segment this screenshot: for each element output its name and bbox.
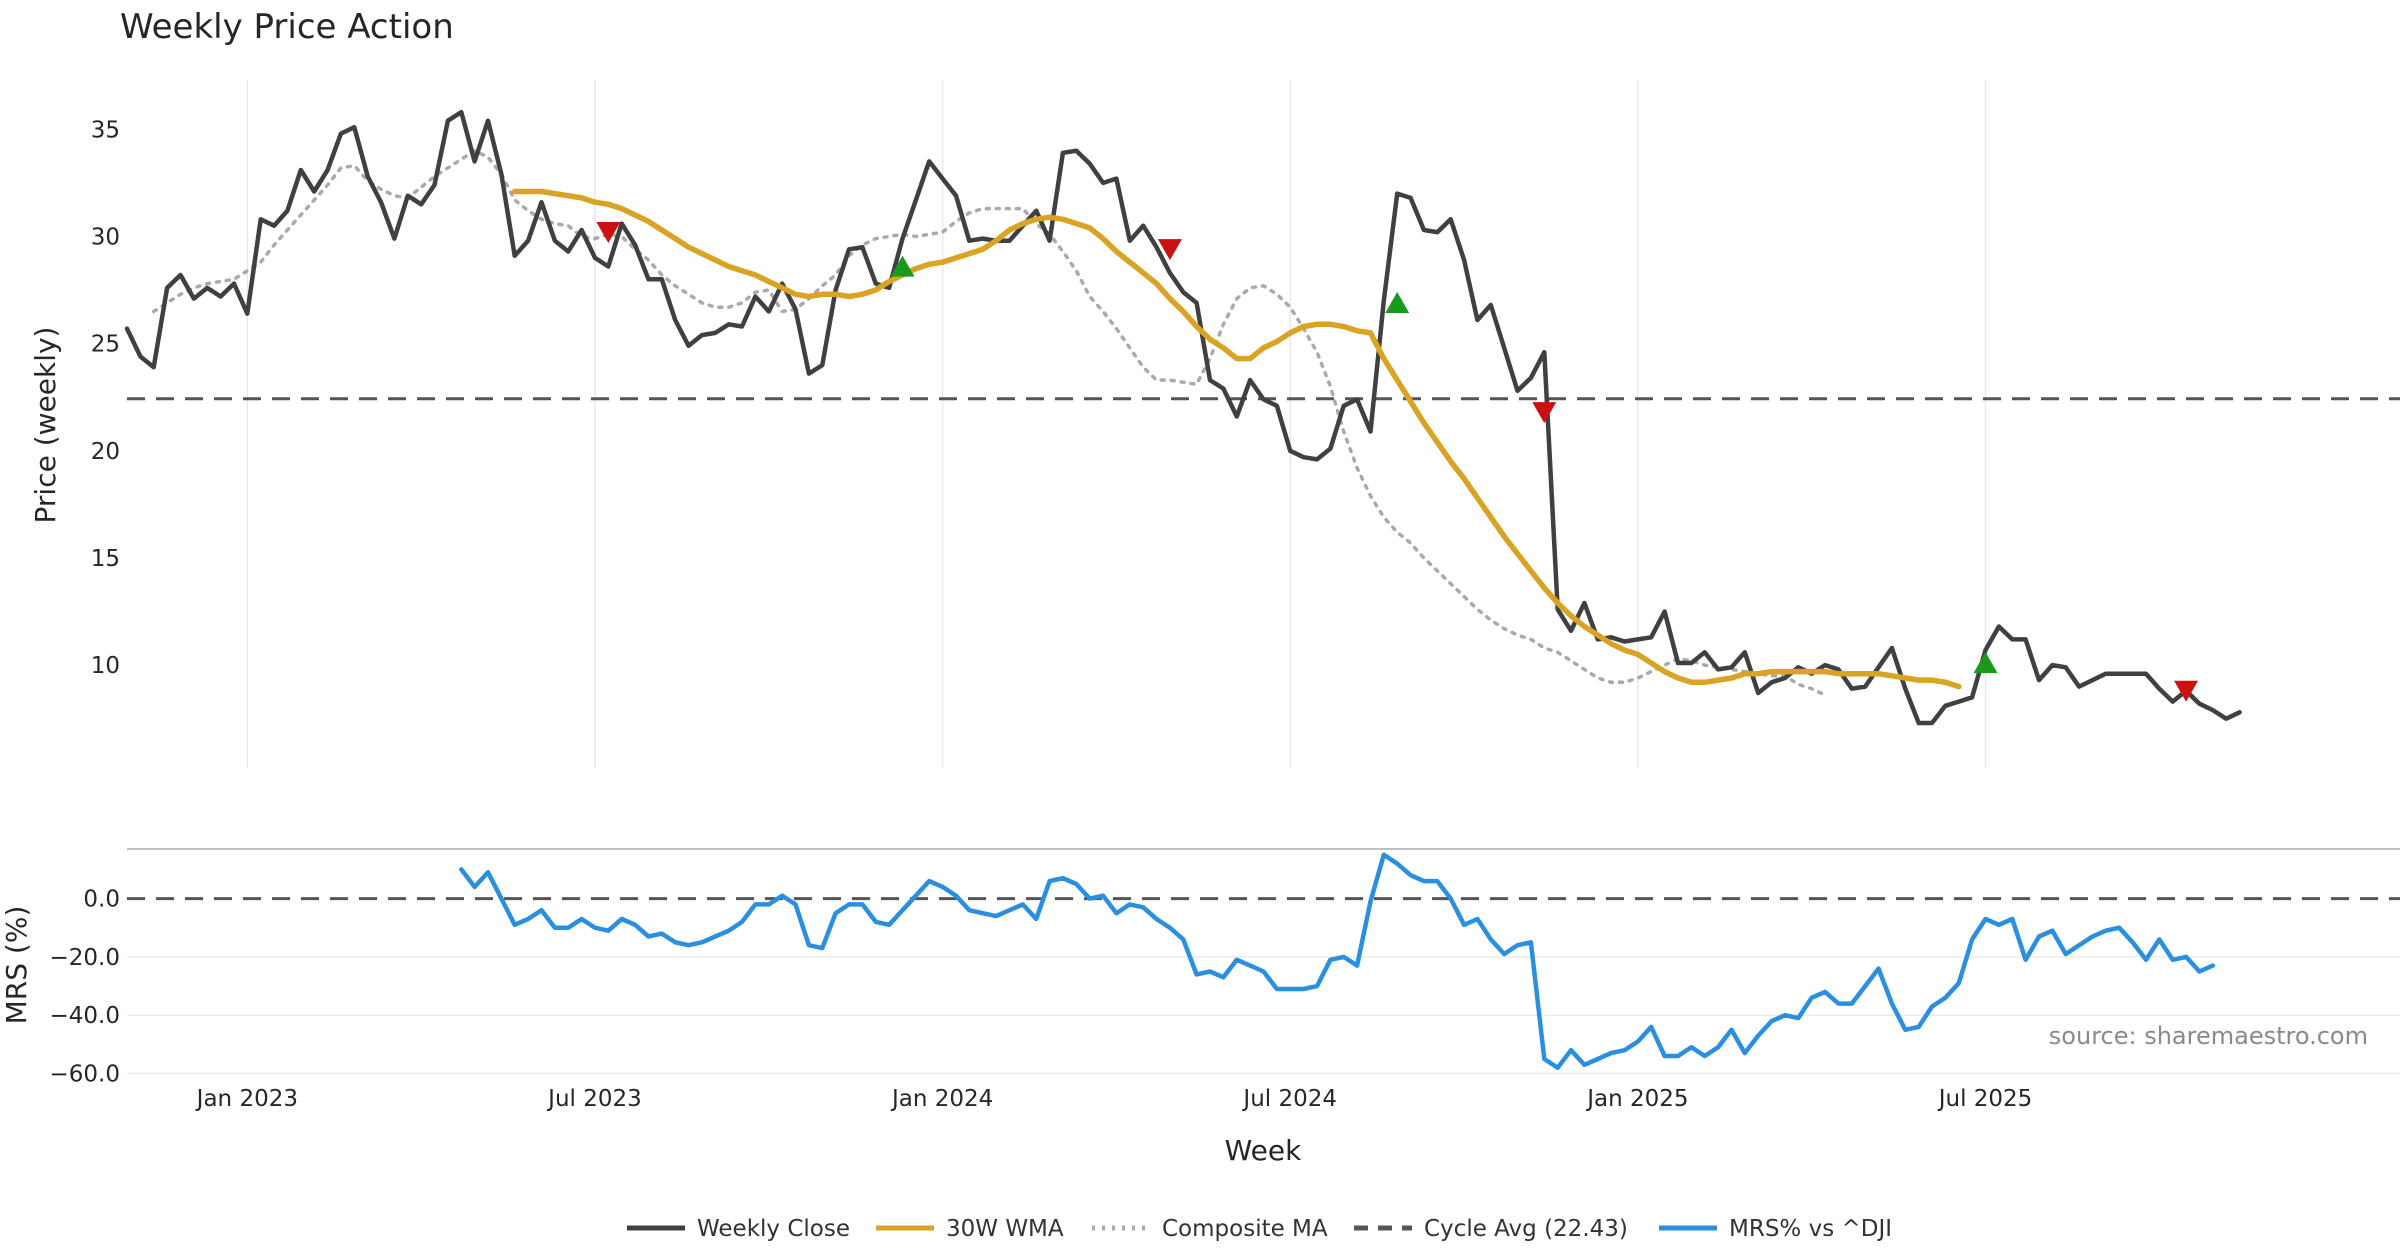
sell-signal-marker	[596, 222, 621, 244]
sell-signal-marker	[2174, 680, 2199, 702]
sell-signal-marker	[1532, 402, 1557, 424]
mrs-y-ticks: 0.0 −20.0 −40.0 −60.0	[50, 887, 120, 1088]
x-tick-label: Jan 2024	[890, 1086, 993, 1112]
x-axis-label: Week	[1225, 1134, 1302, 1167]
mrs-panel: 0.0 −20.0 −40.0 −60.0 MRS (%) source: share…	[0, 852, 2400, 1088]
legend-label: Cycle Avg (22.43)	[1424, 1216, 1628, 1242]
mrs-y-tick-label: 0.0	[83, 887, 120, 913]
price-panel: 10 15 20 25 30 35 Price (weekly)	[29, 80, 2400, 768]
mrs-y-tick-label: −60.0	[50, 1062, 120, 1088]
price-series	[124, 109, 2400, 726]
sell-signal-marker	[1157, 239, 1182, 261]
legend-item: Cycle Avg (22.43)	[1354, 1216, 1628, 1242]
buy-signal-marker	[1385, 292, 1410, 314]
buy-signal-marker	[890, 255, 915, 277]
price-y-ticks: 10 15 20 25 30 35	[91, 117, 120, 679]
price-y-tick-label: 35	[91, 117, 120, 143]
price-y-axis-label: Price (weekly)	[29, 327, 62, 524]
legend-label: 30W WMA	[946, 1216, 1064, 1242]
mrs-gridlines	[127, 956, 2400, 1075]
chart-title: Weekly Price Action	[120, 7, 454, 47]
legend-item: Composite MA	[1092, 1216, 1328, 1242]
signal-markers	[596, 222, 2199, 702]
legend-label: Composite MA	[1162, 1216, 1328, 1242]
source-credit: source: sharemaestro.com	[2049, 1022, 2368, 1050]
price-y-tick-label: 30	[91, 224, 120, 250]
legend-item: Weekly Close	[627, 1216, 850, 1242]
legend-item: MRS% vs ^DJI	[1659, 1216, 1892, 1242]
price-y-tick-label: 25	[91, 332, 120, 358]
price-y-tick-label: 10	[91, 653, 120, 679]
price-y-tick-label: 20	[91, 439, 120, 465]
legend-label: MRS% vs ^DJI	[1729, 1216, 1892, 1242]
x-tick-label: Jan 2025	[1585, 1086, 1688, 1112]
series-line-mrs-vs-dji	[459, 852, 2216, 1070]
series-line-30w-wma	[511, 188, 1962, 690]
buy-signal-marker	[1973, 652, 1998, 674]
price-gridlines	[246, 80, 1987, 768]
mrs-y-tick-label: −40.0	[50, 1003, 120, 1029]
mrs-y-tick-label: −20.0	[50, 945, 120, 971]
legend: Weekly Close 30W WMA Composite MA Cycle Avg…	[627, 1216, 1892, 1242]
price-y-tick-label: 15	[91, 546, 120, 572]
mrs-y-axis-label: MRS (%)	[0, 906, 33, 1025]
x-tick-label: Jul 2023	[546, 1086, 642, 1112]
series-line-composite-ma	[151, 148, 1827, 697]
x-tick-label: Jul 2025	[1937, 1086, 2033, 1112]
legend-item: 30W WMA	[876, 1216, 1064, 1242]
series-line-weekly-close	[124, 109, 2242, 726]
legend-label: Weekly Close	[697, 1216, 850, 1242]
x-tick-label: Jul 2024	[1241, 1086, 1337, 1112]
mrs-series	[127, 852, 2400, 1070]
x-tick-label: Jan 2023	[195, 1086, 298, 1112]
x-axis-ticks: Jan 2023 Jul 2023 Jan 2024 Jul 2024 Jan 2025…	[195, 1086, 2033, 1112]
